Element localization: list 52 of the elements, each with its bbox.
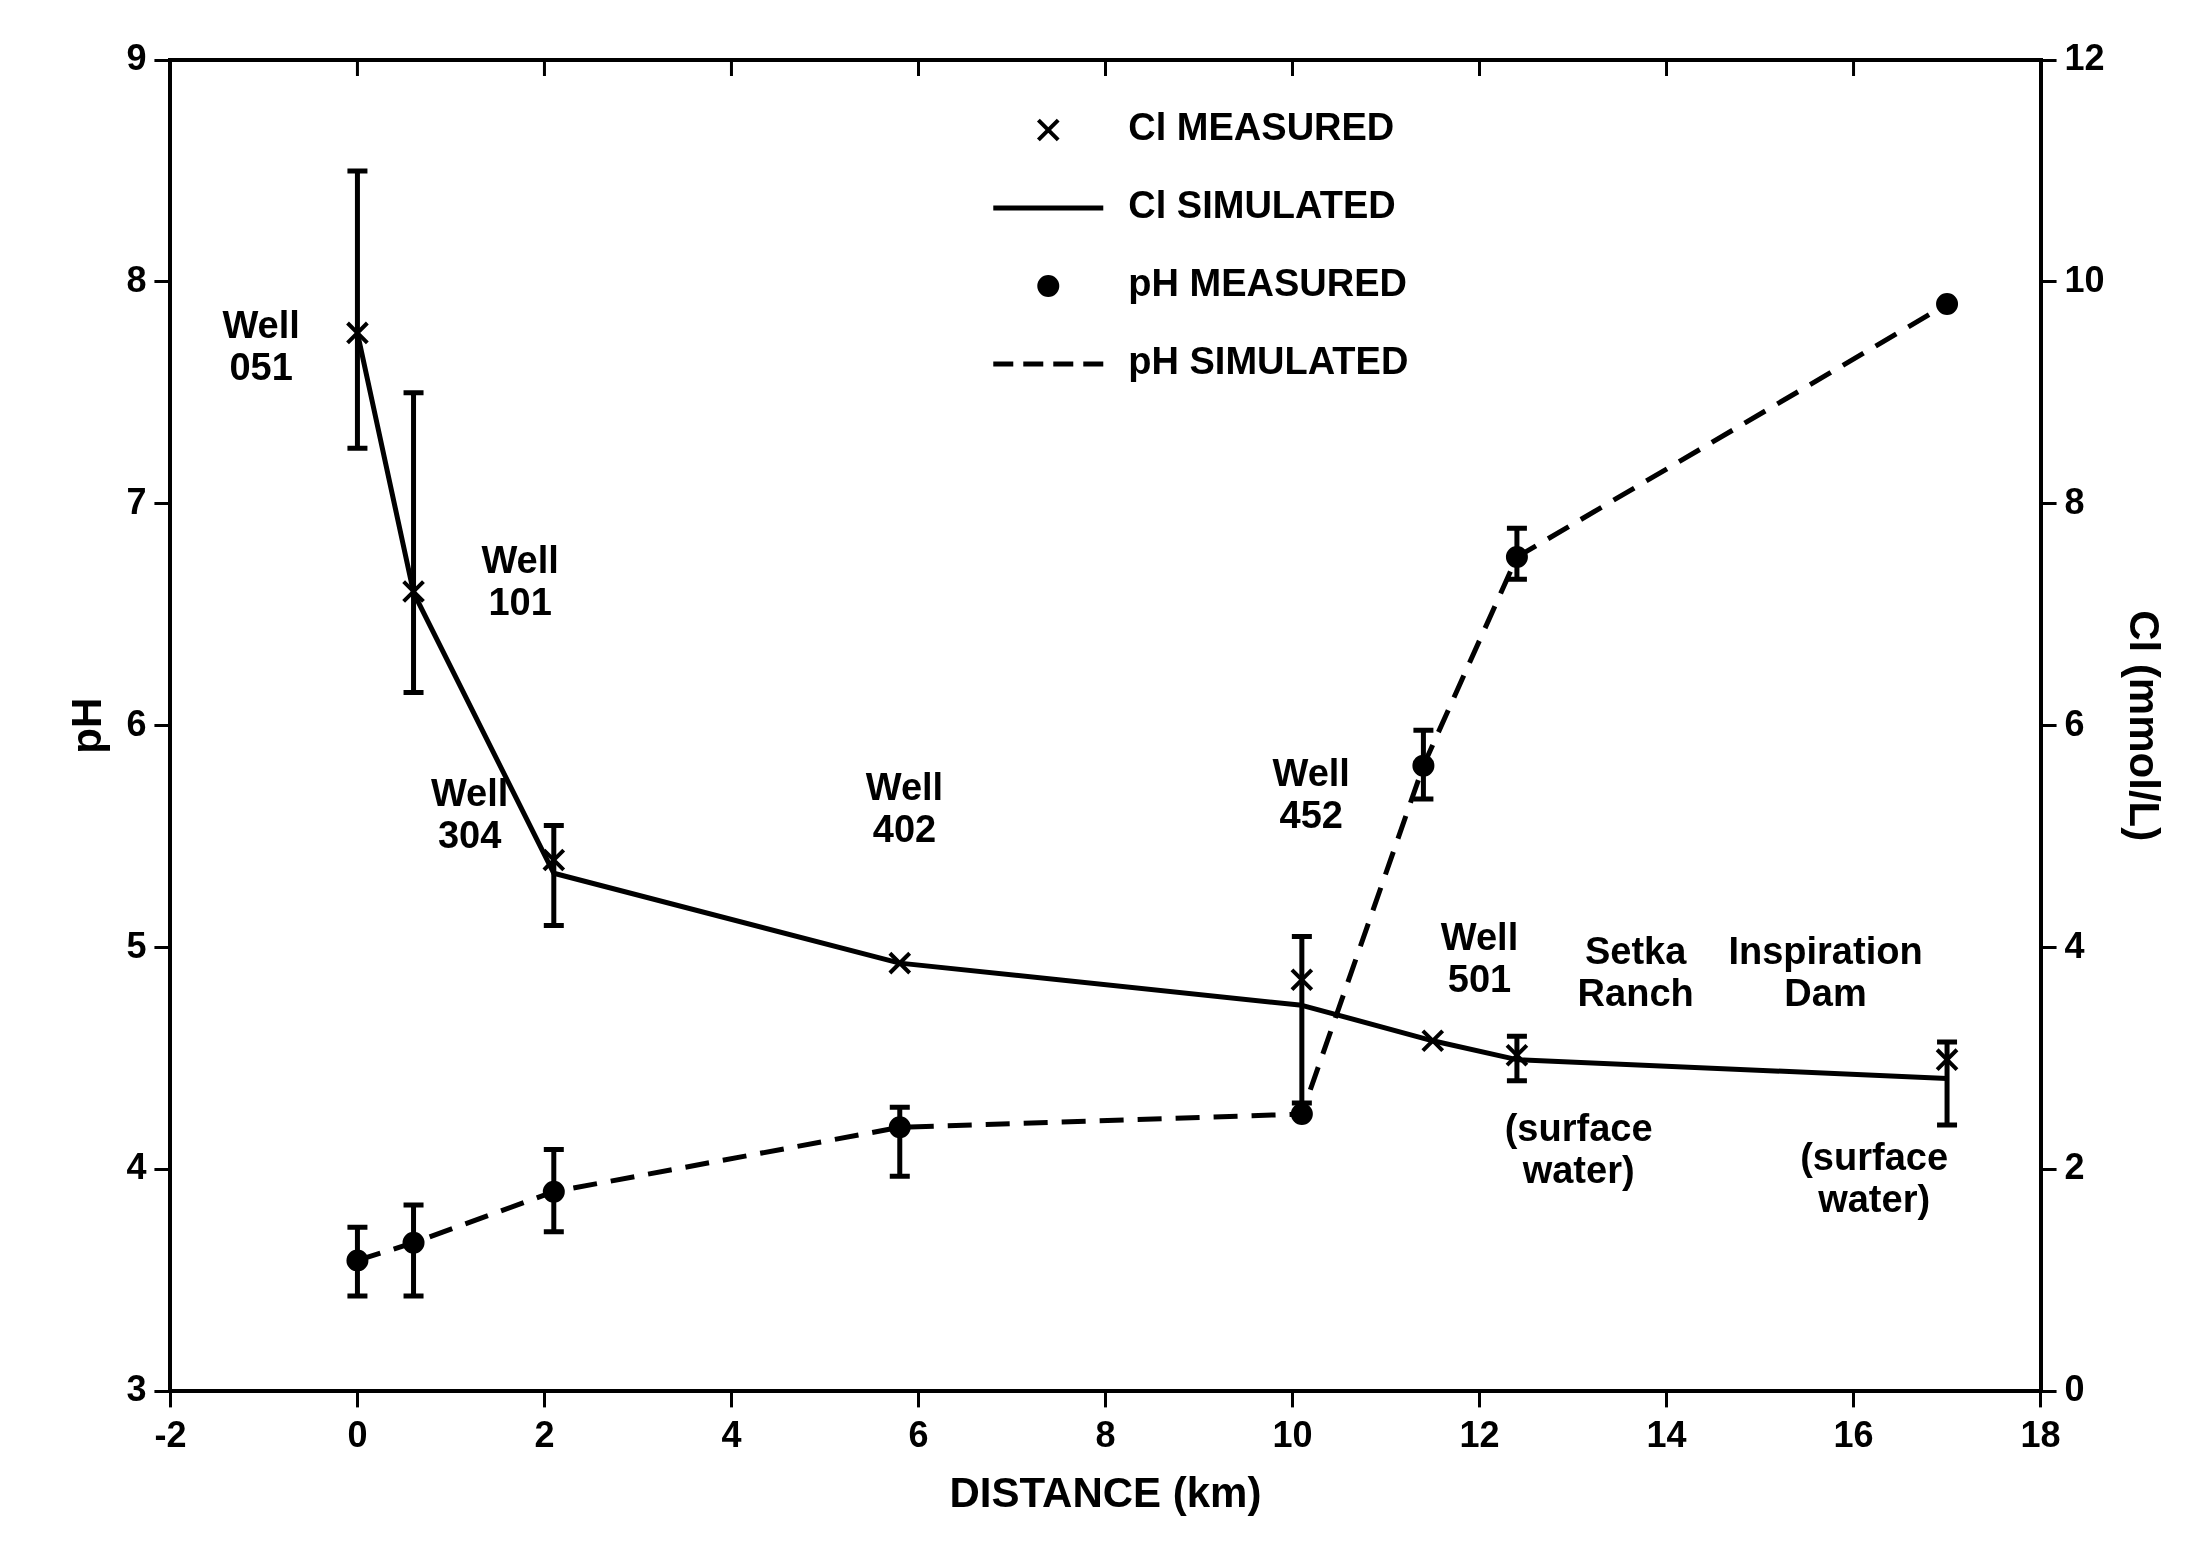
y2-tick-label: 4 — [2064, 924, 2085, 966]
legend-label: Cl SIMULATED — [1128, 184, 1396, 227]
annotation: Well 304 — [430, 772, 509, 857]
y2-tick-label: 8 — [2064, 480, 2085, 522]
x-tick-label: 12 — [1459, 1413, 1500, 1455]
x-axis-title: DISTANCE (km) — [949, 1469, 1262, 1517]
point — [1290, 1103, 1313, 1126]
x-tick-label: 8 — [1095, 1413, 1116, 1455]
legend-label: pH MEASURED — [1128, 262, 1407, 305]
y2-tick-label: 10 — [2064, 258, 2105, 300]
x-tick-label: -2 — [154, 1413, 187, 1455]
point — [1935, 1047, 1959, 1072]
point — [887, 951, 912, 976]
annotation: Well 402 — [865, 765, 944, 850]
point — [1289, 967, 1314, 992]
y2-axis-title: Cl (mmol/L) — [2121, 610, 2169, 842]
x-tick-label: 18 — [2020, 1413, 2061, 1455]
y2-tick-label: 6 — [2064, 702, 2085, 744]
x-tick-label: 16 — [1833, 1413, 1874, 1455]
y-tick-label: 8 — [126, 258, 147, 300]
point — [1420, 1028, 1445, 1053]
x-tick-label: 4 — [721, 1413, 742, 1455]
annotation: (surface water) — [1504, 1107, 1653, 1192]
y-axis-title: pH — [62, 697, 110, 754]
point — [401, 579, 426, 604]
point — [1505, 1043, 1529, 1068]
y2-tick-label: 0 — [2064, 1368, 2085, 1410]
annotation: Setka Ranch — [1577, 929, 1694, 1014]
legend-label: pH SIMULATED — [1128, 340, 1409, 383]
x-tick-label: 10 — [1272, 1413, 1313, 1455]
y-tick-label: 5 — [126, 924, 147, 966]
y-tick-label: 9 — [126, 36, 147, 78]
annotation: Well 452 — [1272, 752, 1350, 837]
annotation: Well 051 — [222, 303, 300, 388]
annotation: Inspiration Dam — [1728, 929, 1923, 1014]
point — [345, 321, 370, 345]
x-tick-label: 2 — [534, 1413, 555, 1455]
y-tick-label: 7 — [126, 480, 147, 522]
point — [541, 848, 566, 872]
y2-tick-label: 12 — [2064, 36, 2105, 78]
point — [1936, 293, 1959, 316]
legend-label: Cl MEASURED — [1128, 106, 1395, 149]
annotation: (surface water) — [1800, 1136, 1949, 1221]
y2-tick-label: 2 — [2064, 1146, 2085, 1188]
annotation: Well 101 — [481, 539, 559, 624]
y-tick-label: 3 — [126, 1368, 147, 1410]
x-tick-label: 0 — [347, 1413, 368, 1455]
annotation: Well 501 — [1440, 916, 1519, 1001]
y-tick-label: 6 — [126, 702, 147, 744]
x-tick-label: 6 — [908, 1413, 929, 1455]
y-tick-label: 4 — [126, 1146, 147, 1188]
x-tick-label: 14 — [1646, 1413, 1687, 1455]
